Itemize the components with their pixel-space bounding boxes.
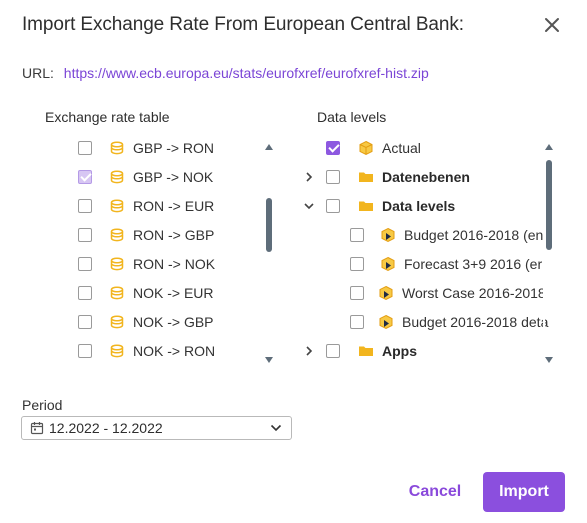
- tree-item-label: Budget 2016-2018 (en: [404, 226, 544, 243]
- tree-item-label: Apps: [382, 342, 417, 359]
- tree-item[interactable]: Data levels: [326, 191, 455, 220]
- list-item[interactable]: NOK -> EUR: [78, 278, 214, 307]
- folder-icon: [359, 172, 373, 182]
- url-link[interactable]: https://www.ecb.europa.eu/stats/eurofxre…: [63, 65, 429, 81]
- tree-item[interactable]: Budget 2016-2018 deta: [350, 307, 548, 336]
- chevron-down-icon: [270, 424, 282, 432]
- coins-icon: [110, 169, 124, 183]
- close-icon[interactable]: [543, 16, 561, 34]
- url-row: URL: https://www.ecb.europa.eu/stats/eur…: [22, 65, 429, 81]
- tree-item-label: Worst Case 2016-2018: [402, 284, 546, 301]
- list-item[interactable]: NOK -> RON: [78, 336, 215, 365]
- url-label: URL:: [22, 65, 54, 81]
- checkbox[interactable]: [326, 198, 340, 213]
- tree-item-label: Datenebenen: [382, 168, 470, 185]
- checkbox-checked[interactable]: [326, 140, 340, 155]
- checkbox[interactable]: [350, 285, 364, 300]
- period-select[interactable]: 12.2022 - 12.2022: [21, 416, 292, 440]
- list-item[interactable]: GBP -> NOK: [78, 162, 213, 191]
- exchange-table-title: Exchange rate table: [45, 109, 170, 125]
- coins-icon: [110, 198, 124, 212]
- list-item[interactable]: RON -> NOK: [78, 249, 215, 278]
- list-item-label: NOK -> EUR: [133, 284, 214, 301]
- checkbox-partial[interactable]: [78, 169, 92, 184]
- cancel-button[interactable]: Cancel: [408, 483, 462, 500]
- import-button[interactable]: Import: [483, 472, 565, 512]
- tree-item-label: Data levels: [382, 197, 456, 214]
- checkbox[interactable]: [78, 314, 92, 329]
- checkbox[interactable]: [326, 169, 340, 184]
- checkbox[interactable]: [350, 314, 364, 329]
- checkbox[interactable]: [78, 140, 92, 155]
- list-item-label: GBP -> RON: [133, 139, 215, 156]
- folder-icon: [359, 201, 373, 211]
- dialog-title: Import Exchange Rate From European Centr…: [22, 14, 464, 35]
- coins-icon: [110, 343, 124, 357]
- cube-arrow-icon: [381, 227, 395, 242]
- folder-icon: [359, 346, 373, 356]
- tree-item[interactable]: Forecast 3+9 2016 (er: [350, 249, 542, 278]
- scrollbar-thumb[interactable]: [546, 160, 552, 250]
- checkbox[interactable]: [78, 343, 92, 358]
- cube-icon: [359, 140, 373, 155]
- list-item[interactable]: NOK -> GBP: [78, 307, 214, 336]
- coins-icon: [110, 314, 124, 328]
- checkbox[interactable]: [78, 198, 92, 213]
- list-item-label: NOK -> GBP: [133, 313, 214, 330]
- scroll-up-icon[interactable]: [544, 143, 554, 151]
- list-item[interactable]: RON -> EUR: [78, 191, 214, 220]
- tree-item[interactable]: Actual: [326, 133, 421, 162]
- checkbox[interactable]: [78, 285, 92, 300]
- tree-item-label: Actual: [382, 139, 421, 156]
- tree-item-label: Forecast 3+9 2016 (er: [404, 255, 543, 272]
- list-item-label: RON -> NOK: [133, 255, 216, 272]
- checkbox[interactable]: [326, 343, 340, 358]
- chevron-right-icon[interactable]: [304, 346, 314, 356]
- list-item[interactable]: GBP -> RON: [78, 133, 214, 162]
- cube-arrow-icon: [381, 256, 395, 271]
- chevron-down-icon[interactable]: [304, 201, 314, 211]
- tree-item-label: Budget 2016-2018 deta: [402, 313, 549, 330]
- list-item-label: GBP -> NOK: [133, 168, 214, 185]
- data-levels-title: Data levels: [317, 109, 387, 125]
- coins-icon: [110, 140, 124, 154]
- calendar-icon: [30, 422, 44, 435]
- cube-arrow-icon: [379, 314, 393, 329]
- checkbox[interactable]: [78, 227, 92, 242]
- scroll-up-icon[interactable]: [264, 143, 274, 151]
- clip-mask: [543, 215, 545, 335]
- list-item-label: RON -> GBP: [133, 226, 215, 243]
- coins-icon: [110, 227, 124, 241]
- chevron-right-icon[interactable]: [304, 172, 314, 182]
- list-item-label: NOK -> RON: [133, 342, 216, 359]
- scroll-down-icon[interactable]: [544, 356, 554, 364]
- coins-icon: [110, 256, 124, 270]
- period-value: 12.2022 - 12.2022: [49, 420, 163, 436]
- list-item-label: RON -> EUR: [133, 197, 215, 214]
- checkbox[interactable]: [78, 256, 92, 271]
- list-item[interactable]: RON -> GBP: [78, 220, 214, 249]
- coins-icon: [110, 285, 124, 299]
- period-label: Period: [22, 397, 63, 413]
- tree-item[interactable]: Worst Case 2016-2018: [350, 278, 546, 307]
- scrollbar-thumb[interactable]: [266, 198, 272, 252]
- checkbox[interactable]: [350, 256, 364, 271]
- tree-item[interactable]: Datenebenen: [326, 162, 470, 191]
- tree-item[interactable]: Budget 2016-2018 (en: [350, 220, 543, 249]
- scroll-down-icon[interactable]: [264, 356, 274, 364]
- checkbox[interactable]: [350, 227, 364, 242]
- cube-arrow-icon: [379, 285, 393, 300]
- tree-item[interactable]: Apps: [326, 336, 417, 365]
